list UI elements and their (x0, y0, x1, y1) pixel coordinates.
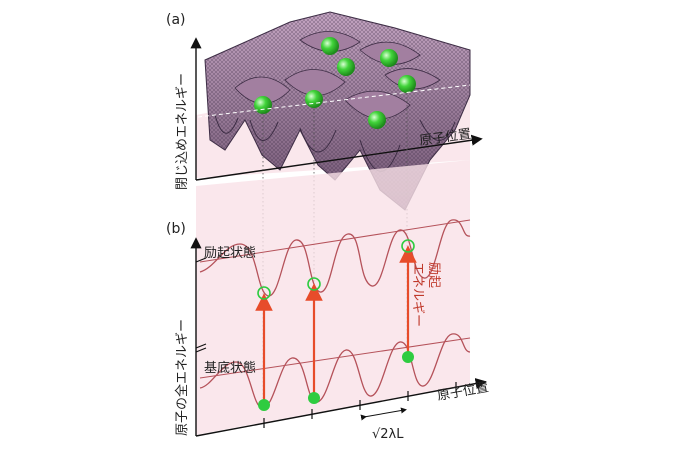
axis-break (195, 347, 207, 353)
excited-state-label: 励起状態 (204, 245, 256, 261)
panel-a: (a) (166, 11, 483, 211)
excitation-energy-label-2: エネルギー (410, 262, 425, 327)
ground-atom (308, 392, 320, 404)
panel-b-label: (b) (166, 221, 186, 237)
y-axis-a-label: 閉じ込めエネルギー (175, 73, 190, 190)
atom (321, 37, 339, 55)
axis-break (195, 257, 207, 263)
ground-state-label: 基底状態 (204, 360, 256, 376)
panel-b: (b) (166, 160, 490, 442)
x-axis-b (195, 378, 487, 437)
ground-level-line (199, 337, 471, 379)
excited-potential-curve (199, 219, 471, 297)
ground-potential-curve (199, 333, 471, 409)
x-axis-ticks (263, 382, 457, 428)
atom (254, 96, 272, 114)
potential-surface (204, 11, 471, 211)
panel-a-label: (a) (166, 12, 186, 28)
lattice-spacing-label: √2λL (372, 427, 404, 442)
x-axis-a-label: 原子位置 (418, 127, 472, 149)
excited-atom (257, 286, 271, 300)
excited-level-line (199, 219, 471, 263)
x-axis-a (195, 134, 483, 181)
atom (368, 111, 386, 129)
transitions (255, 245, 417, 402)
pink-plane-b (196, 160, 470, 435)
y-axis-b-label: 原子の全エネルギー (174, 319, 190, 436)
lattice-spacing-arrow (360, 407, 407, 421)
atom (398, 75, 416, 93)
ground-atom (258, 399, 270, 411)
atom (337, 58, 355, 76)
atom (380, 49, 398, 67)
ground-atom (402, 351, 414, 363)
axis-dashed (197, 84, 471, 118)
excited-atom (401, 239, 415, 253)
atom (305, 90, 323, 108)
axis-break (195, 343, 207, 349)
excitation-energy-label-1: 励起 (426, 262, 441, 288)
excited-atom (307, 277, 321, 291)
